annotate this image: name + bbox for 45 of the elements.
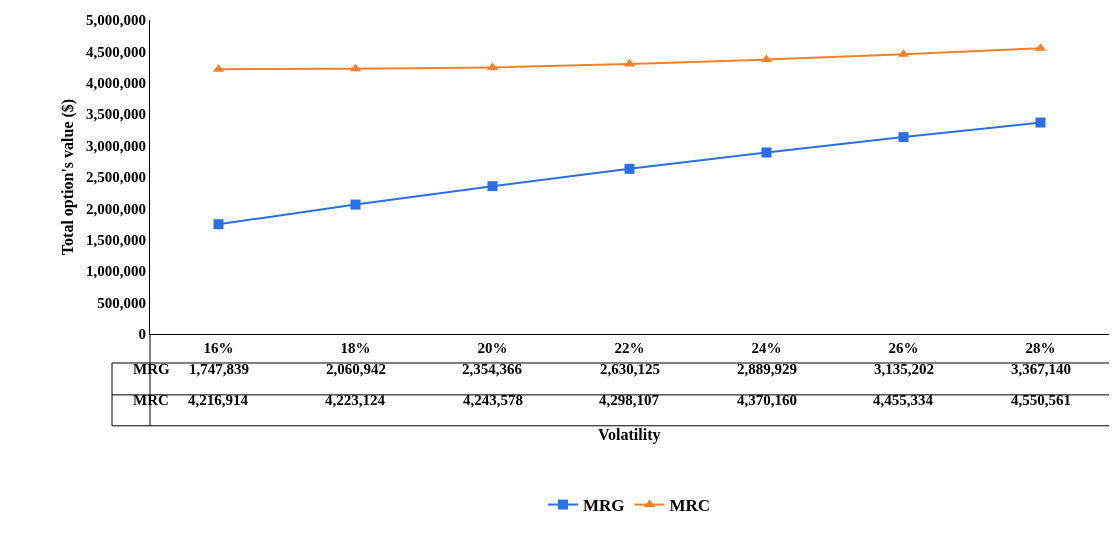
y-tick-label: 3,000,000 [86, 137, 146, 154]
y-tick-label: 2,000,000 [86, 200, 146, 217]
y-tick-label: 2,500,000 [86, 169, 146, 186]
x-tick-label: 18% [340, 340, 371, 356]
data-label: 3,135,202 [874, 361, 934, 377]
y-tick-label: 3,500,000 [86, 106, 146, 123]
data-label: 4,370,160 [737, 392, 797, 408]
point [898, 132, 909, 143]
point [624, 163, 635, 174]
data-label: 4,298,107 [599, 392, 660, 408]
x-tick-label: 26% [888, 340, 919, 356]
data-label: 1,747,839 [189, 361, 249, 377]
y-tick-label: 1,500,000 [86, 232, 146, 249]
text: MRC [133, 392, 169, 408]
point [487, 181, 498, 192]
data-label: 4,455,334 [873, 392, 934, 408]
point [1035, 117, 1046, 128]
data-label: 4,223,124 [325, 392, 386, 408]
data-label: 4,216,914 [188, 392, 249, 408]
point [350, 199, 361, 210]
x-tick-label: 20% [477, 340, 508, 356]
x-tick-label: 24% [751, 340, 782, 356]
data-label: 4,550,561 [1011, 392, 1071, 408]
y-axis-title: Total option's value ($) [58, 98, 77, 256]
data-label: 4,243,578 [463, 392, 523, 408]
data-label: 2,889,929 [737, 361, 797, 377]
legend-label: MRC [669, 496, 711, 516]
data-label: 2,354,366 [462, 361, 523, 377]
data-label: 2,630,125 [600, 361, 660, 377]
y-tick-label: 500,000 [97, 294, 146, 311]
y-tick-label: 0 [138, 326, 146, 343]
y-tick-label: 4,500,000 [86, 43, 146, 60]
x-tick-label: 16% [203, 340, 234, 356]
y-tick-label: 4,000,000 [86, 75, 146, 92]
text: MRG [133, 361, 170, 377]
point [761, 147, 772, 158]
y-tick-label: 1,000,000 [86, 263, 146, 280]
x-tick-label: 28% [1025, 340, 1056, 356]
point [213, 219, 224, 230]
x-tick-label: 22% [614, 340, 645, 356]
x-axis-title: Volatility [598, 426, 661, 444]
y-tick-label: 5,000,000 [86, 12, 146, 29]
legend-label: MRG [583, 496, 625, 516]
data-label: 2,060,942 [326, 361, 386, 377]
data-label: 3,367,140 [1011, 361, 1071, 377]
